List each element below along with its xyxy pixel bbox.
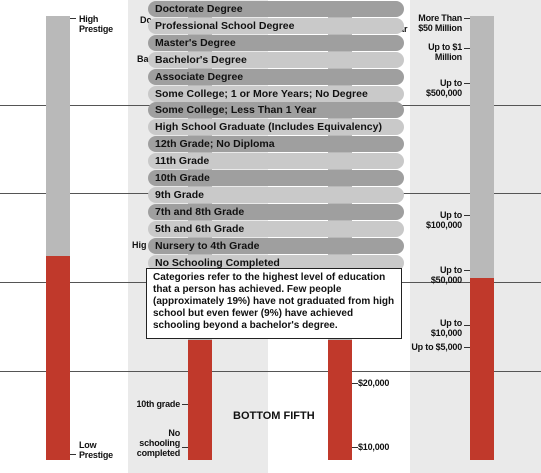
dropdown-item[interactable]: No Schooling Completed xyxy=(148,254,404,271)
hidden-label-fragment: Dc xyxy=(140,15,152,25)
income-label-50k: Up to $50,000 xyxy=(430,265,462,285)
tick xyxy=(70,18,76,19)
guide-line xyxy=(0,371,541,372)
dropdown-item[interactable]: 5th and 6th Grade xyxy=(148,220,404,237)
middle-fill xyxy=(328,340,352,460)
dropdown-item[interactable]: Some College; 1 or More Years; No Degree xyxy=(148,85,404,102)
education-label-10th: 10th grade xyxy=(136,399,180,409)
low-prestige-label: Low Prestige xyxy=(79,440,113,460)
tick xyxy=(464,325,470,326)
hidden-label-fragment: Ba xyxy=(137,54,149,64)
bottom-fifth-title: BOTTOM FIFTH xyxy=(233,410,315,422)
tick xyxy=(464,270,470,271)
dropdown-item[interactable]: 7th and 8th Grade xyxy=(148,203,404,220)
dropdown-item[interactable]: Nursery to 4th Grade xyxy=(148,237,404,254)
income-label-100k: Up to $100,000 xyxy=(426,210,462,230)
income-label-500k: Up to $500,000 xyxy=(426,78,462,98)
tick xyxy=(464,83,470,84)
prestige-fill xyxy=(46,255,70,460)
education-fill xyxy=(188,340,212,460)
tick xyxy=(352,383,358,384)
dropdown-item[interactable]: 10th Grade xyxy=(148,170,404,186)
tick xyxy=(464,347,470,348)
dropdown-item[interactable]: 12th Grade; No Diploma xyxy=(148,136,404,153)
dropdown-item[interactable]: 9th Grade xyxy=(148,186,404,203)
income-label-10k: Up to $10,000 xyxy=(430,318,462,338)
info-box: Categories refer to the highest level of… xyxy=(146,268,402,339)
tick xyxy=(464,18,470,19)
high-prestige-label: High Prestige xyxy=(79,14,113,34)
dropdown-item[interactable]: Professional School Degree xyxy=(148,17,404,34)
income-label-50m: More Than $50 Million xyxy=(418,13,462,33)
tick xyxy=(464,48,470,49)
dropdown-item[interactable]: Associate Degree xyxy=(148,68,404,85)
prestige-thermometer xyxy=(46,16,70,460)
tick xyxy=(182,447,188,448)
dropdown-item[interactable]: 11th Grade xyxy=(148,153,404,170)
dropdown-item[interactable]: High School Graduate (Includes Equivalen… xyxy=(148,119,404,136)
tick xyxy=(352,447,358,448)
dropdown-item[interactable]: Bachelor's Degree xyxy=(148,51,404,68)
dropdown-item[interactable]: Master's Degree xyxy=(148,34,404,51)
tick xyxy=(70,454,76,455)
tick xyxy=(464,215,470,216)
middle-label-10000: $10,000 xyxy=(358,442,390,452)
hidden-label-fragment: Hig xyxy=(132,240,147,250)
income-thermometer xyxy=(470,16,494,460)
middle-label-20000: $20,000 xyxy=(358,378,390,388)
dropdown-item[interactable]: Some College; Less Than 1 Year xyxy=(148,102,404,119)
education-label-none: No schooling completed xyxy=(136,428,180,458)
income-label-5k: Up to $5,000 xyxy=(411,342,462,352)
income-fill xyxy=(470,277,494,460)
tick xyxy=(182,404,188,405)
dropdown-item[interactable]: Doctorate Degree xyxy=(148,1,404,17)
income-label-1m: Up to $1 Million xyxy=(428,42,462,62)
